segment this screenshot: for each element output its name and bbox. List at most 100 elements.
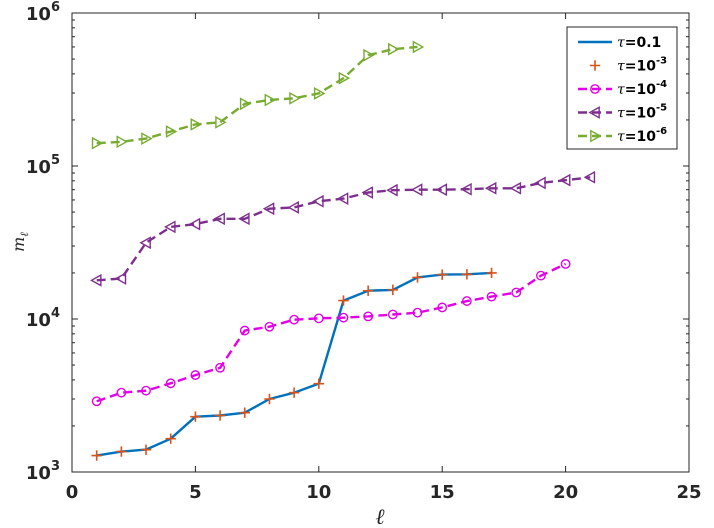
series-3-point bbox=[560, 259, 571, 269]
series-5-point bbox=[412, 40, 425, 54]
series-3-point bbox=[437, 302, 448, 313]
series-2-point bbox=[165, 433, 176, 444]
x-tick-label: 20 bbox=[553, 482, 578, 503]
series-2-point bbox=[486, 267, 497, 279]
series-5-point bbox=[239, 97, 252, 111]
legend: τ=0.1 τ=10-3 τ=10-4 τ=10-5 τ=10-6 bbox=[566, 26, 678, 150]
series-2-point bbox=[116, 446, 127, 457]
legend-entry-1: τ=0.1 bbox=[578, 35, 661, 51]
series-3-point bbox=[387, 309, 398, 320]
series-4-point bbox=[312, 194, 324, 208]
series-4-point bbox=[460, 182, 472, 196]
series-3-point bbox=[165, 378, 176, 389]
y-axis-label-sub: ℓ bbox=[18, 232, 31, 237]
series-4-point bbox=[164, 220, 176, 234]
series-3-point bbox=[313, 313, 324, 324]
series-3-point bbox=[338, 312, 349, 323]
series-4-point bbox=[484, 181, 497, 195]
x-tick-label: 0 bbox=[66, 482, 79, 503]
series-5-point bbox=[116, 135, 129, 149]
series-4-point bbox=[238, 212, 250, 226]
svg-text:mℓ: mℓ bbox=[9, 232, 31, 252]
series-3-point bbox=[141, 385, 151, 396]
legend-swatch-marker bbox=[590, 129, 602, 143]
series-2-point bbox=[91, 450, 102, 461]
x-tick-label: 25 bbox=[676, 482, 701, 503]
series-3-line bbox=[96, 262, 567, 403]
y-tick-exp: 3 bbox=[51, 459, 60, 474]
legend-label: τ=0.1 bbox=[617, 35, 661, 51]
series-2-point bbox=[313, 378, 324, 389]
series-2-point bbox=[288, 387, 300, 398]
series-2-point bbox=[239, 407, 250, 418]
series-4-point bbox=[287, 201, 299, 214]
x-tick-label: 5 bbox=[189, 482, 202, 503]
series-4-point bbox=[386, 183, 398, 197]
series-3-point bbox=[486, 291, 497, 302]
series-2-point bbox=[437, 269, 448, 280]
series-5-point bbox=[165, 125, 178, 138]
series-2-point bbox=[214, 410, 226, 421]
y-tick-base: 10 bbox=[26, 4, 51, 25]
series-4-point bbox=[410, 183, 423, 197]
series-4-point bbox=[262, 202, 275, 216]
series-4 bbox=[90, 170, 596, 287]
series-4-point bbox=[336, 192, 349, 206]
legend-label: τ=10-6 bbox=[617, 126, 667, 145]
series-2-point bbox=[338, 295, 349, 306]
series-4-point bbox=[213, 212, 225, 226]
x-axis-label: ℓ bbox=[375, 505, 385, 528]
series-3-point bbox=[536, 270, 546, 281]
series-3-point bbox=[363, 311, 374, 322]
series-4-point bbox=[361, 186, 374, 199]
series-5-point bbox=[215, 115, 227, 129]
series-4-point bbox=[435, 183, 448, 197]
series-layer bbox=[90, 40, 596, 461]
series-5-point bbox=[363, 48, 375, 62]
series-5-point bbox=[91, 136, 104, 150]
series-3 bbox=[91, 259, 571, 407]
series-3-point bbox=[190, 370, 201, 380]
legend-entry-5: τ=10-6 bbox=[578, 126, 667, 145]
legend-entry-3: τ=10-4 bbox=[578, 79, 667, 98]
series-2-point bbox=[264, 393, 275, 405]
series-3-point bbox=[116, 387, 127, 398]
series-3-point bbox=[461, 296, 472, 306]
series-3-point bbox=[412, 307, 423, 318]
series-4-point bbox=[188, 217, 201, 231]
series-4-point bbox=[558, 173, 571, 187]
legend-label: τ=10-5 bbox=[617, 103, 667, 122]
series-3-point bbox=[264, 321, 275, 332]
y-tick-base: 10 bbox=[26, 157, 51, 178]
y-tick-base: 10 bbox=[26, 463, 51, 484]
legend-swatch-marker bbox=[588, 106, 600, 119]
series-4-line bbox=[96, 176, 591, 282]
y-tick-label: 103 bbox=[26, 459, 60, 484]
series-3-point bbox=[215, 362, 225, 373]
series-3-point bbox=[289, 314, 300, 325]
series-2-point bbox=[461, 269, 473, 280]
plot-frame bbox=[71, 12, 690, 473]
series-5-point bbox=[289, 91, 301, 105]
legend-swatch-marker bbox=[590, 84, 600, 94]
series-2-point bbox=[387, 284, 399, 296]
series-3-point bbox=[91, 396, 102, 407]
y-tick-label: 104 bbox=[26, 306, 60, 331]
series-5-point bbox=[141, 132, 153, 146]
legend-entry-4: τ=10-5 bbox=[578, 103, 667, 122]
y-axis-label-main: m bbox=[9, 237, 28, 252]
series-5 bbox=[91, 40, 425, 150]
series-2-point bbox=[412, 272, 423, 283]
series-2 bbox=[91, 267, 497, 461]
y-axis-label: mℓ bbox=[9, 232, 31, 252]
legend-entries: τ=0.1 τ=10-3 τ=10-4 τ=10-5 τ=10-6 bbox=[578, 35, 667, 145]
tick-layer bbox=[71, 12, 690, 473]
series-4-point bbox=[139, 236, 151, 250]
series-5-point bbox=[313, 87, 326, 100]
y-tick-exp: 5 bbox=[51, 153, 60, 168]
series-5-point bbox=[264, 93, 277, 107]
legend-swatch-marker bbox=[589, 60, 601, 71]
series-2-point bbox=[140, 444, 152, 455]
